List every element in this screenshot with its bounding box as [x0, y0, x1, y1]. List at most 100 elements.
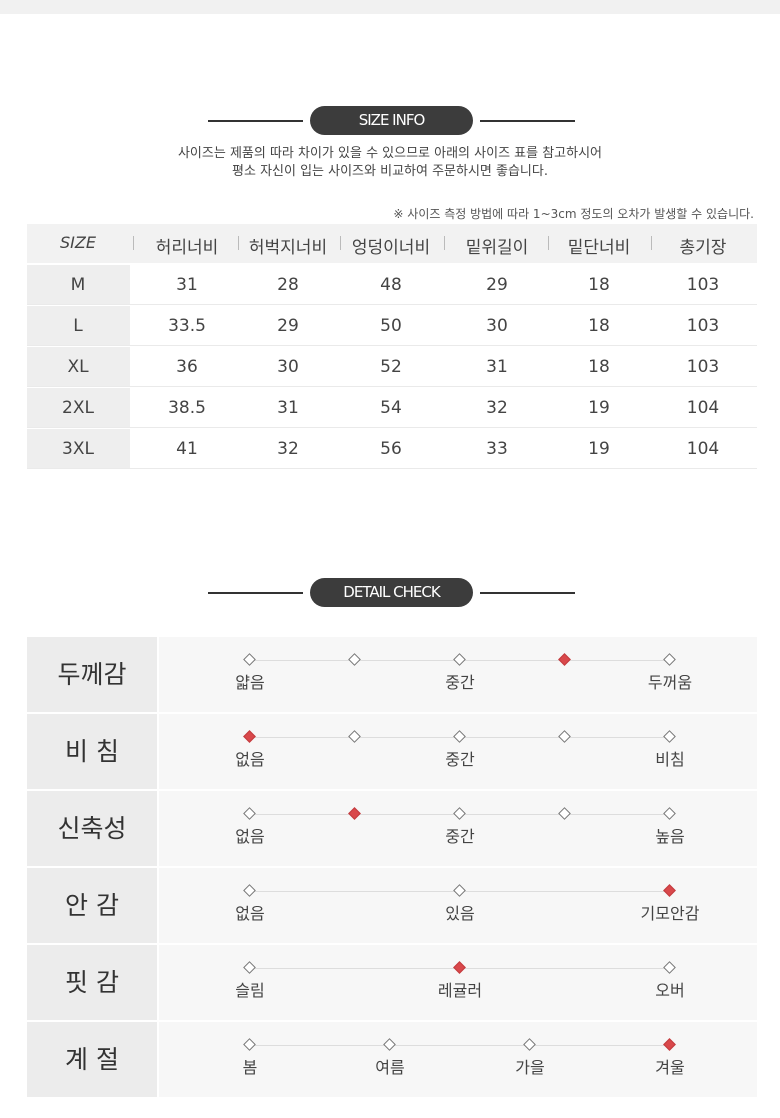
table-cell: 38.5: [168, 398, 206, 418]
section-title: SIZE INFO: [310, 106, 473, 135]
row-line: [27, 386, 757, 387]
option-label: 비침: [655, 750, 685, 769]
option-label: 오버: [655, 981, 685, 1000]
table-cell: 19: [588, 439, 610, 459]
table-cell: 18: [588, 275, 610, 295]
option-label: 레귤러: [437, 981, 483, 1000]
check-label: 비 침: [27, 714, 157, 789]
header-cell: 총기장: [679, 238, 727, 258]
check-area: [159, 1022, 757, 1097]
row-head-bg: [27, 388, 130, 427]
table-cell: 33: [486, 439, 508, 459]
col-sep: [651, 236, 652, 250]
option-label: 기모안감: [640, 904, 700, 923]
col-sep: [237, 236, 239, 250]
header-cell: SIZE: [60, 233, 96, 252]
option-label: 여름: [375, 1058, 405, 1077]
option-label: 중간: [445, 750, 475, 769]
table-cell: 18: [588, 316, 610, 336]
row-head-bg: [27, 265, 130, 304]
row-line: [27, 427, 757, 428]
header-cell: 엉덩이너비: [351, 238, 431, 258]
table-cell: 29: [486, 275, 508, 295]
check-label: 신축성: [27, 791, 157, 866]
divider: [208, 592, 303, 594]
table-cell: 29: [277, 316, 299, 336]
option-label: 겨울: [655, 1058, 685, 1077]
table-cell: 103: [686, 275, 720, 295]
row-line: [27, 468, 757, 469]
check-area: [159, 945, 757, 1020]
description: 사이즈는 제품의 따라 차이가 있을 수 있으므로 아래의 사이즈 표를 참고하…: [177, 146, 603, 161]
table-cell: 28: [277, 275, 299, 295]
note: ※ 사이즈 측정 방법에 따라 1~3cm 정도의 오차가 발생할 수 있습니다…: [393, 207, 754, 221]
check-label: 두께감: [27, 637, 157, 712]
table-cell: 41: [176, 439, 198, 459]
check-label: 계 절: [27, 1022, 157, 1097]
option-label: 있음: [445, 904, 475, 923]
table-cell: 52: [380, 357, 402, 377]
option-label: 없음: [235, 827, 265, 846]
table-cell: 33.5: [168, 316, 206, 336]
col-sep: [339, 236, 341, 250]
option-label: 높음: [655, 827, 685, 846]
option-label: 슬림: [235, 981, 265, 1000]
table-cell: 32: [277, 439, 299, 459]
table-cell: M: [70, 275, 86, 295]
table-cell: 31: [277, 398, 299, 418]
col-sep: [132, 236, 134, 250]
section-title: DETAIL CHECK: [310, 578, 473, 607]
divider: [480, 120, 575, 122]
table-cell: 48: [380, 275, 402, 295]
table-cell: 31: [486, 357, 508, 377]
check-area: [159, 714, 757, 789]
table-cell: 36: [176, 357, 198, 377]
check-label: 안 감: [27, 868, 157, 943]
table-cell: 56: [380, 439, 402, 459]
table-cell: 19: [588, 398, 610, 418]
row-head-bg: [27, 429, 130, 468]
table-cell: 54: [380, 398, 402, 418]
check-area: [159, 791, 757, 866]
col-sep: [548, 236, 549, 250]
row-head-bg: [27, 347, 130, 386]
option-label: 봄: [242, 1058, 258, 1077]
scale-line: [250, 1045, 670, 1046]
table-cell: 18: [588, 357, 610, 377]
table-cell: L: [73, 316, 83, 336]
row-line: [27, 345, 757, 346]
divider: [480, 592, 575, 594]
table-cell: 30: [277, 357, 299, 377]
description: 평소 자신이 입는 사이즈와 비교하여 주문하시면 좋습니다.: [232, 164, 548, 179]
table-cell: 3XL: [62, 439, 94, 459]
header-cell: 허벅지너비: [248, 238, 328, 258]
table-cell: 103: [686, 357, 720, 377]
option-label: 중간: [445, 673, 475, 692]
header-cell: 허리너비: [155, 238, 219, 258]
table-cell: 103: [686, 316, 720, 336]
table-cell: 50: [380, 316, 402, 336]
table-cell: XL: [67, 357, 89, 377]
option-label: 두꺼움: [647, 673, 693, 692]
option-label: 얇음: [235, 673, 265, 692]
header-cell: 밑위길이: [465, 238, 529, 258]
option-label: 없음: [235, 750, 265, 769]
table-cell: 2XL: [62, 398, 94, 418]
row-line: [27, 304, 757, 305]
top-strip: [0, 0, 780, 14]
table-cell: 31: [176, 275, 198, 295]
option-label: 가을: [515, 1058, 545, 1077]
option-label: 없음: [235, 904, 265, 923]
header-bg: [27, 224, 757, 263]
check-label: 핏 감: [27, 945, 157, 1020]
table-cell: 30: [486, 316, 508, 336]
divider: [208, 120, 303, 122]
check-area: [159, 868, 757, 943]
row-head-bg: [27, 306, 130, 345]
table-cell: 32: [486, 398, 508, 418]
option-label: 중간: [445, 827, 475, 846]
col-sep: [444, 236, 445, 250]
header-cell: 밑단너비: [567, 238, 631, 258]
table-cell: 104: [686, 398, 720, 418]
